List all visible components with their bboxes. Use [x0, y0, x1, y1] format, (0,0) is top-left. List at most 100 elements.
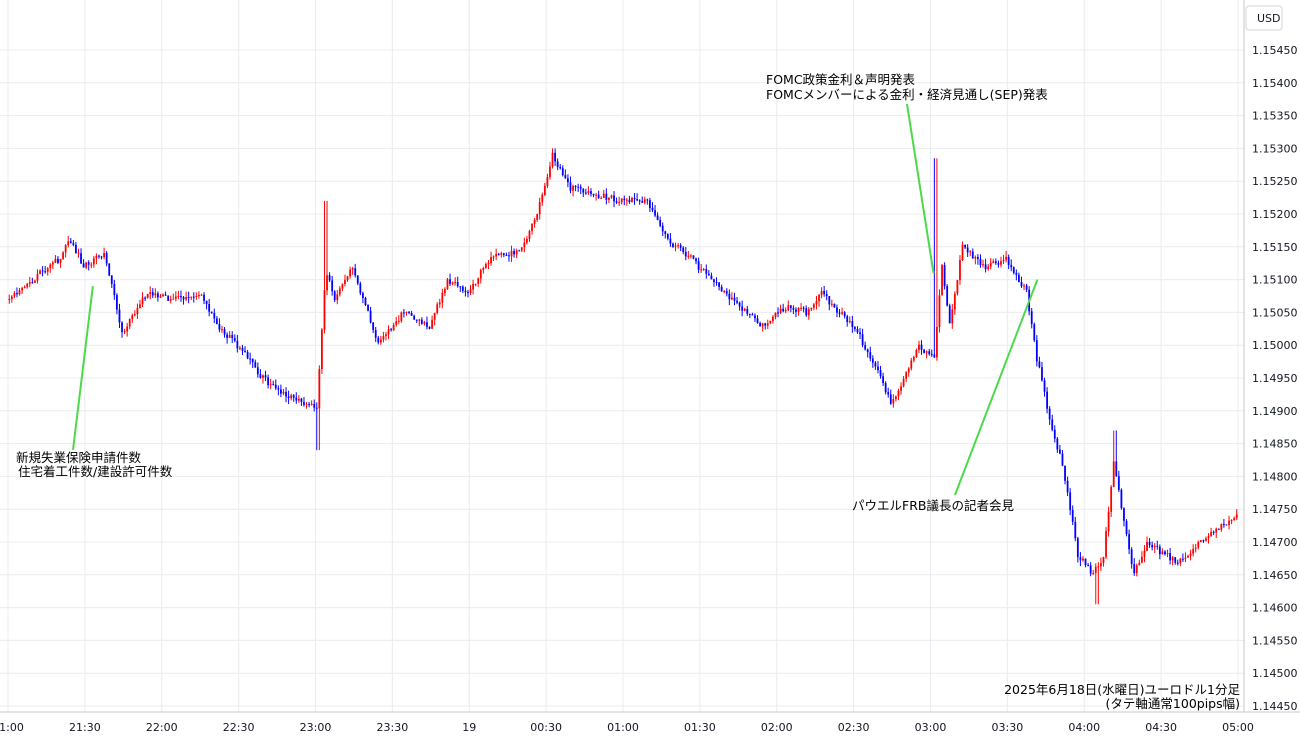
- annotation-fomc-line1: FOMC政策金利＆声明発表: [766, 72, 916, 87]
- candle-body: [772, 316, 774, 321]
- price-tick-label: 1.14950: [1252, 372, 1298, 385]
- candle-body: [1187, 555, 1189, 558]
- candle-body: [1138, 562, 1141, 566]
- candle-body: [461, 286, 464, 291]
- candle-body: [239, 347, 241, 349]
- candle-body: [579, 186, 582, 189]
- candle-body: [321, 329, 323, 370]
- candle-body: [210, 311, 213, 313]
- candle-body: [943, 265, 946, 287]
- candle-body: [1189, 553, 1192, 556]
- candle-body: [415, 319, 418, 321]
- candle-body: [313, 403, 316, 408]
- candle-body: [738, 302, 741, 307]
- candle-body: [1007, 256, 1010, 265]
- candle-body: [1217, 528, 1220, 530]
- candle-body: [495, 253, 498, 257]
- candle-body: [400, 312, 403, 321]
- candle-body: [187, 297, 190, 299]
- price-tick-label: 1.15000: [1252, 339, 1298, 352]
- candle-body: [241, 347, 244, 351]
- candle-body: [449, 279, 451, 284]
- candle-body: [633, 197, 636, 200]
- price-axis: USD 1.154501.154001.153501.153001.152501…: [1243, 0, 1298, 713]
- candle-body: [149, 292, 152, 295]
- candle-body: [725, 291, 728, 294]
- candle-body: [36, 273, 39, 281]
- candle-body: [344, 280, 346, 285]
- candle-body: [848, 321, 851, 323]
- candle-body: [1035, 340, 1038, 362]
- candle-body: [192, 296, 195, 298]
- candle-body: [1018, 274, 1020, 282]
- candle-body: [623, 198, 626, 200]
- candle-body: [1123, 508, 1125, 521]
- candle-body: [882, 376, 884, 384]
- candle-body: [1082, 558, 1084, 561]
- candle-body: [533, 219, 536, 224]
- candle-body: [554, 152, 556, 162]
- candle-body: [454, 281, 457, 283]
- candle-body: [379, 339, 382, 343]
- candle-body: [528, 231, 531, 239]
- candle-body: [541, 194, 544, 203]
- candle-body: [756, 318, 759, 324]
- candle-body: [1171, 557, 1174, 561]
- time-tick-label: 22:00: [146, 721, 178, 734]
- candle-body: [141, 297, 144, 305]
- annotation-jobless-claims-line1: 新規失業保険申請件数: [16, 450, 142, 465]
- time-tick-label: 23:00: [300, 721, 332, 734]
- candle-body: [308, 404, 310, 406]
- candle-body: [743, 308, 746, 311]
- candle-body: [923, 349, 925, 353]
- candle-body: [57, 258, 59, 263]
- candle-body: [413, 315, 416, 320]
- candle-body: [654, 210, 656, 216]
- currency-button[interactable]: [1245, 5, 1283, 31]
- candle-body: [362, 293, 364, 299]
- candle-body: [959, 260, 961, 281]
- time-tick-label: 22:30: [223, 721, 255, 734]
- candle-body: [169, 299, 172, 301]
- candle-body: [618, 202, 621, 204]
- candle-body: [538, 202, 541, 215]
- candle-body: [1069, 492, 1072, 510]
- candle-body: [1153, 545, 1156, 548]
- candle-body: [774, 312, 777, 317]
- candle-body: [1092, 573, 1095, 575]
- candle-body: [31, 282, 34, 284]
- candle-body: [16, 293, 18, 295]
- candle-body: [789, 305, 792, 309]
- candle-body: [702, 269, 705, 271]
- candle-body: [80, 253, 82, 264]
- candle-body: [502, 253, 505, 255]
- candle-body: [920, 344, 923, 350]
- candle-body: [746, 308, 749, 314]
- candle-body: [39, 270, 41, 274]
- candle-body: [418, 319, 421, 321]
- candle-body: [190, 296, 193, 298]
- candle-body: [428, 326, 431, 329]
- candle-body: [146, 294, 149, 298]
- candle-body: [67, 241, 70, 246]
- candle-body: [59, 258, 62, 263]
- candle-body: [267, 377, 269, 386]
- candle-body: [902, 378, 905, 387]
- candle-body: [10, 296, 13, 300]
- candle-body: [751, 314, 754, 316]
- candle-body: [151, 292, 154, 296]
- candle-body: [713, 279, 715, 282]
- candle-body: [977, 256, 979, 259]
- candle-body: [297, 398, 300, 401]
- candle-body: [41, 270, 44, 272]
- candle-body: [26, 283, 29, 287]
- price-tick-label: 1.15200: [1252, 208, 1298, 221]
- candle-body: [18, 290, 21, 295]
- candle-body: [1169, 553, 1171, 561]
- candle-body: [359, 283, 362, 294]
- candle-body: [769, 320, 772, 324]
- candle-body: [851, 321, 854, 328]
- candle-body: [44, 271, 47, 273]
- candle-body: [75, 244, 77, 254]
